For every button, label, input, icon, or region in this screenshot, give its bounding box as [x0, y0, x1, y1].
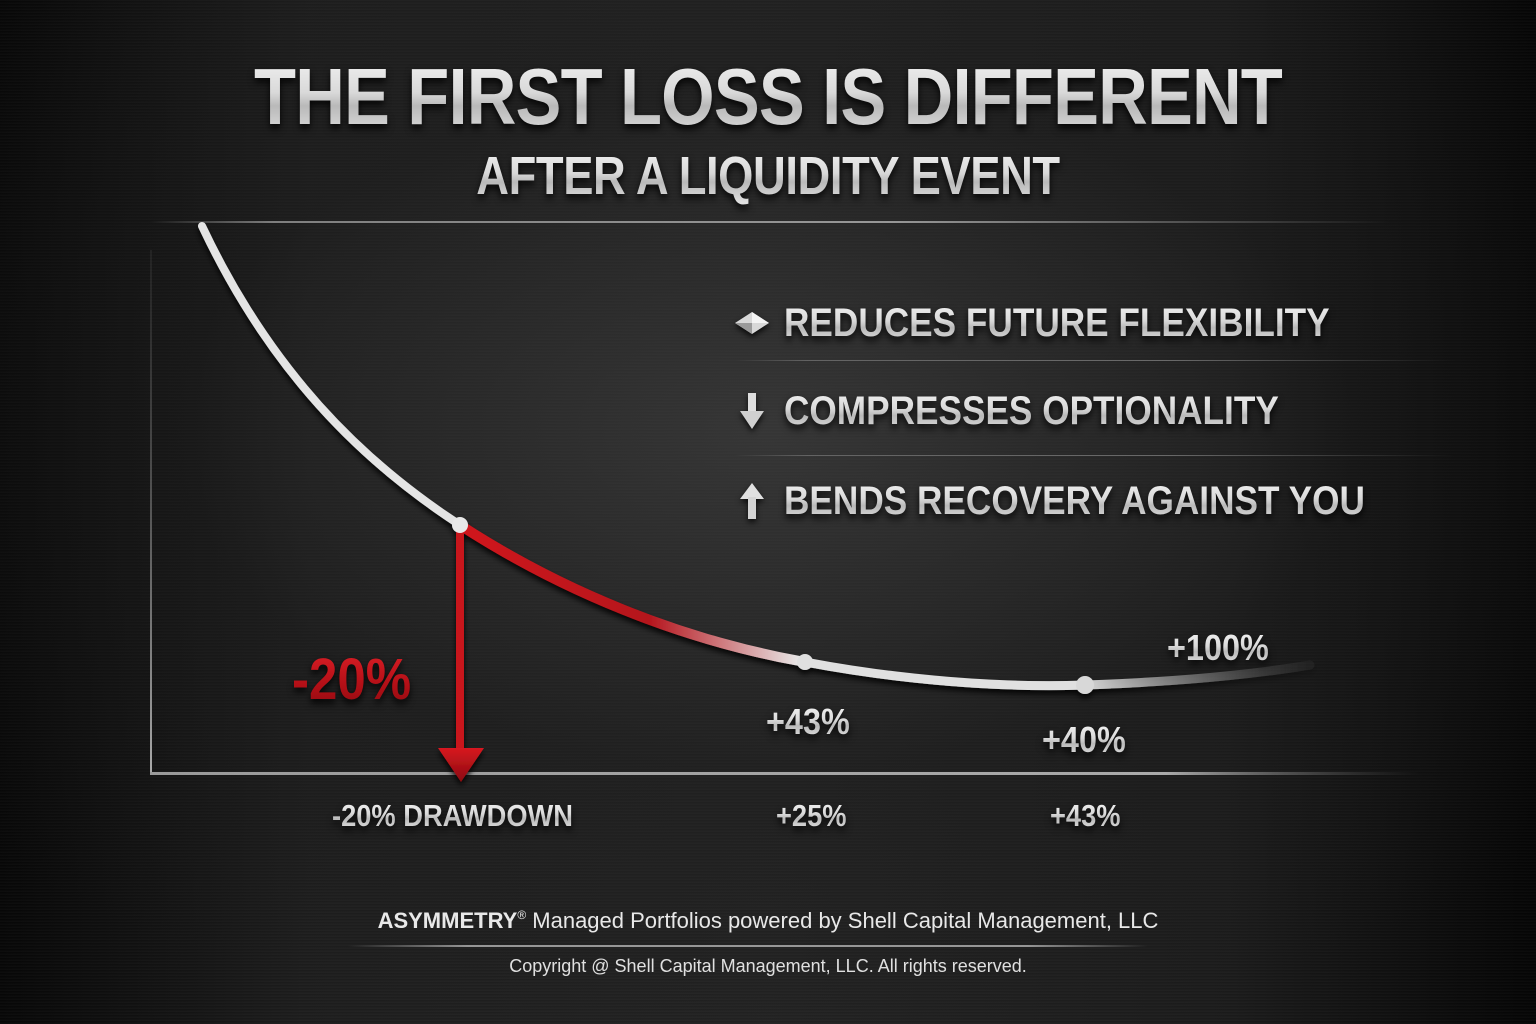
registered-mark: ® — [517, 908, 527, 922]
footer-divider — [348, 945, 1148, 947]
marker-point-3 — [1076, 676, 1094, 694]
x-axis-label-drawdown: -20% DRAWDOWN — [332, 800, 573, 831]
curve-tail-segment — [1080, 660, 1315, 690]
curve-upper-segment — [198, 222, 464, 529]
point-label-1: +43% — [766, 701, 850, 742]
curve-recovery-segment — [800, 657, 1090, 691]
brand-tagline: Managed Portfolios powered by Shell Capi… — [526, 908, 1159, 933]
drawdown-value-label: -20% — [292, 647, 412, 712]
bullet-text: REDUCES FUTURE FLEXIBILITY — [784, 301, 1330, 345]
diamond-icon — [734, 303, 770, 343]
arrow-down-icon — [734, 391, 770, 431]
bullet-text: BENDS RECOVERY AGAINST YOU — [784, 479, 1365, 523]
footer-brand-line: ASYMMETRY® Managed Portfolios powered by… — [0, 908, 1536, 934]
marker-drawdown-point — [452, 517, 468, 533]
page-subtitle: AFTER A LIQUIDITY EVENT — [123, 146, 1413, 206]
drawdown-arrow-head — [438, 748, 484, 782]
drawdown-arrow-shaft — [456, 530, 464, 752]
bullet-separator-2 — [735, 455, 1455, 456]
x-axis-line — [150, 772, 1420, 775]
bullet-text: COMPRESSES OPTIONALITY — [784, 389, 1279, 433]
curve-drawdown-segment — [455, 520, 810, 667]
point-label-2: +40% — [1042, 719, 1126, 760]
brand-name: ASYMMETRY — [377, 908, 518, 933]
x-axis-label-drawdown-value: -20% — [332, 798, 396, 833]
x-axis-label-mid: +25% — [776, 798, 847, 833]
copyright-text: Copyright @ Shell Capital Management, LL… — [509, 956, 1027, 976]
bullet-item-flexibility: REDUCES FUTURE FLEXIBILITY — [734, 300, 1404, 346]
y-axis-line — [150, 250, 152, 774]
point-label-3: +100% — [1167, 627, 1269, 668]
top-rule — [150, 221, 1390, 223]
marker-point-2 — [797, 654, 813, 670]
arrow-up-icon — [734, 481, 770, 521]
x-axis-label-drawdown-word: DRAWDOWN — [403, 798, 573, 833]
x-axis-label-right: +43% — [1050, 798, 1121, 833]
bullet-item-optionality: COMPRESSES OPTIONALITY — [734, 388, 1346, 434]
bullet-separator-1 — [735, 360, 1455, 361]
bullet-item-recovery: BENDS RECOVERY AGAINST YOU — [734, 478, 1444, 524]
page-title: THE FIRST LOSS IS DIFFERENT — [108, 52, 1429, 142]
